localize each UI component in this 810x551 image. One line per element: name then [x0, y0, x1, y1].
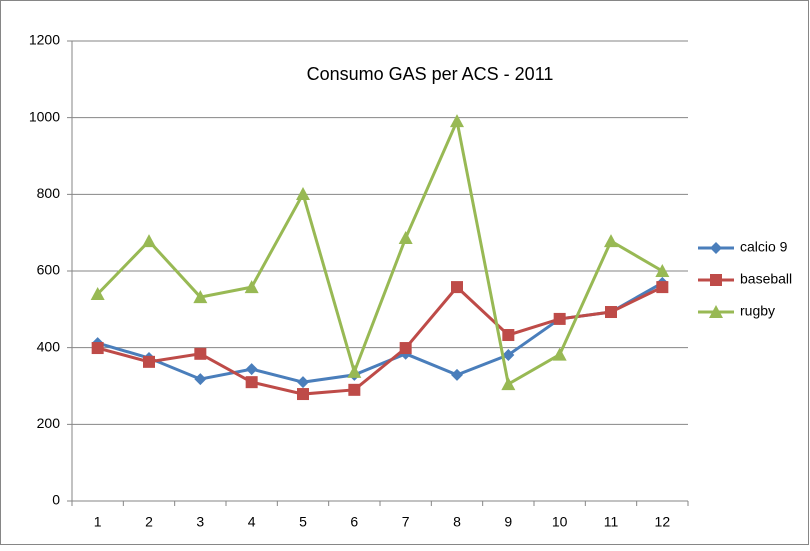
y-tick-label: 1000	[29, 108, 60, 124]
data-point	[502, 329, 515, 342]
data-point	[605, 306, 617, 319]
data-point	[142, 234, 156, 248]
data-point	[245, 376, 258, 389]
data-point	[347, 364, 362, 378]
y-tick-label: 1200	[29, 32, 60, 48]
x-tick-label: 1	[94, 514, 102, 530]
chart-title: Consumo GAS per ACS - 2011	[307, 64, 554, 84]
data-point	[297, 388, 309, 401]
x-tick-label: 10	[552, 514, 568, 530]
y-tick-label: 800	[37, 185, 61, 201]
data-point	[451, 368, 463, 381]
x-tick-label: 6	[350, 514, 358, 530]
x-tick-label: 4	[248, 514, 256, 530]
data-point	[655, 264, 670, 277]
series-line	[96, 116, 664, 387]
data-point	[502, 348, 515, 361]
y-tick-label: 200	[37, 415, 61, 431]
legend-marker	[709, 305, 723, 318]
data-point	[604, 234, 618, 248]
data-point	[91, 342, 104, 355]
data-point	[348, 383, 361, 396]
data-point	[245, 363, 258, 376]
y-tick-label: 400	[37, 338, 61, 354]
x-tick-label: 7	[402, 514, 410, 530]
data-point	[553, 312, 566, 325]
x-tick-label: 5	[299, 514, 307, 530]
data-point	[450, 114, 464, 128]
data-point	[398, 231, 413, 245]
x-tick-label: 8	[453, 514, 461, 530]
data-point	[297, 376, 309, 389]
data-point	[501, 377, 516, 391]
series-line	[97, 284, 663, 396]
legend-marker	[710, 242, 722, 254]
x-tick-label: 2	[145, 514, 153, 530]
x-tick-label: 9	[504, 514, 512, 530]
data-point	[194, 347, 207, 360]
x-tick-label: 11	[604, 514, 619, 530]
data-point	[90, 287, 105, 300]
legend-marker	[710, 274, 722, 286]
data-point	[193, 290, 208, 304]
data-point	[451, 281, 463, 294]
x-tick-label: 12	[655, 514, 671, 530]
data-point	[296, 186, 310, 200]
data-point	[244, 280, 259, 294]
legend-label: baseball	[740, 271, 792, 287]
legend-label: calcio 9	[740, 239, 788, 255]
data-point	[143, 355, 155, 368]
data-point	[552, 347, 567, 361]
data-point	[399, 342, 412, 355]
legend-label: rugby	[740, 303, 775, 319]
x-tick-label: 3	[196, 514, 204, 530]
y-tick-label: 0	[52, 492, 60, 508]
data-point	[194, 373, 207, 386]
y-tick-label: 600	[37, 262, 61, 278]
data-point	[656, 281, 669, 294]
